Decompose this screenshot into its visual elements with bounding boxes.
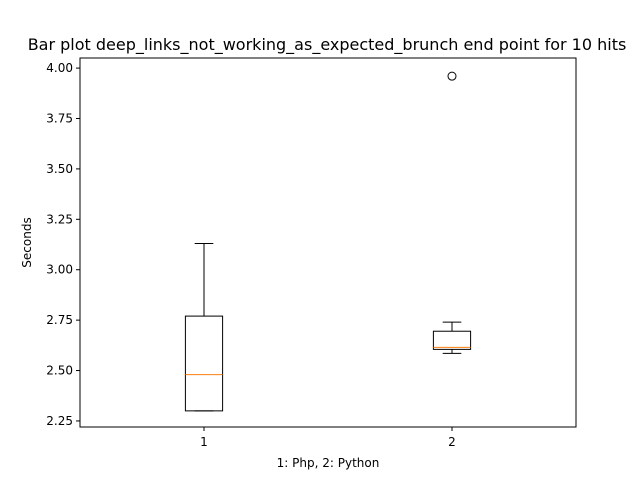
y-tick-label-0: 2.25 [46, 414, 73, 428]
y-tick-label-3: 3.00 [46, 263, 73, 277]
box-1 [184, 315, 224, 412]
y-axis-label: Seconds [20, 217, 34, 267]
y-tick-label-6: 3.75 [46, 111, 73, 125]
chart-title: Bar plot deep_links_not_working_as_expec… [28, 35, 627, 55]
plot-area: 2.25 2.50 2.75 3.00 3.25 3.50 3.75 4.00 1 2 [46, 61, 472, 449]
y-tick-label-4: 3.25 [46, 212, 73, 226]
y-tick-label-2: 2.75 [46, 313, 73, 327]
x-axis-label: 1: Php, 2: Python [277, 456, 380, 470]
y-tick-label-7: 4.00 [46, 61, 73, 75]
x-tick-label-1: 1 [200, 435, 208, 449]
y-tick-label-1: 2.50 [46, 364, 73, 378]
outlier-2-0 [447, 71, 457, 81]
x-tick-label-2: 2 [448, 435, 456, 449]
box-2 [432, 330, 472, 350]
y-tick-label-5: 3.50 [46, 162, 73, 176]
axes-frame [79, 57, 577, 428]
